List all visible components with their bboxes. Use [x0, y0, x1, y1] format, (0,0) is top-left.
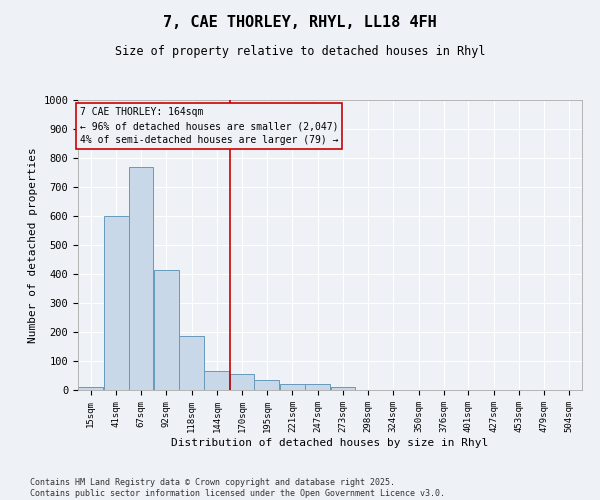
- Bar: [179, 336, 204, 390]
- Y-axis label: Number of detached properties: Number of detached properties: [28, 147, 38, 343]
- Bar: [254, 380, 280, 390]
- Bar: [104, 216, 128, 390]
- Text: Contains HM Land Registry data © Crown copyright and database right 2025.
Contai: Contains HM Land Registry data © Crown c…: [30, 478, 445, 498]
- Bar: [331, 387, 355, 390]
- Bar: [154, 270, 179, 390]
- X-axis label: Distribution of detached houses by size in Rhyl: Distribution of detached houses by size …: [172, 438, 488, 448]
- Bar: [305, 384, 330, 390]
- Bar: [129, 166, 153, 390]
- Bar: [230, 374, 254, 390]
- Text: Size of property relative to detached houses in Rhyl: Size of property relative to detached ho…: [115, 45, 485, 58]
- Bar: [205, 371, 229, 390]
- Text: 7, CAE THORLEY, RHYL, LL18 4FH: 7, CAE THORLEY, RHYL, LL18 4FH: [163, 15, 437, 30]
- Bar: [280, 384, 305, 390]
- Bar: [78, 387, 103, 390]
- Text: 7 CAE THORLEY: 164sqm
← 96% of detached houses are smaller (2,047)
4% of semi-de: 7 CAE THORLEY: 164sqm ← 96% of detached …: [80, 108, 338, 146]
